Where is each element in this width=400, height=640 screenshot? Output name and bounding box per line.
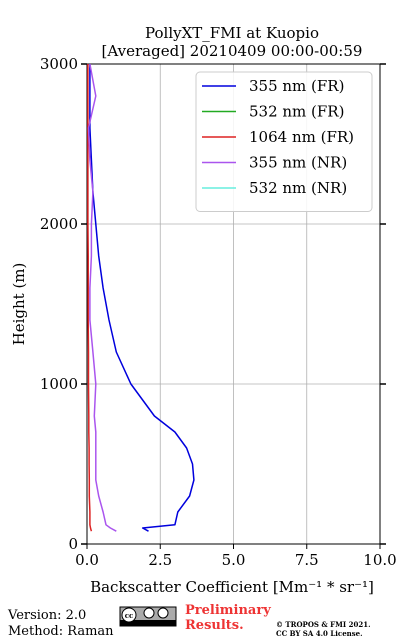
results: Results.: [185, 618, 244, 633]
chart-title: PollyXT_FMI at Kuopio: [145, 24, 319, 42]
svg-text:cc: cc: [125, 611, 134, 620]
y-tick-label: 1000: [40, 375, 78, 393]
x-tick-label: 5.0: [222, 551, 246, 569]
profile-line: [87, 63, 117, 532]
x-tick-label: 10.0: [363, 551, 396, 569]
method: Method: Raman: [8, 624, 114, 639]
preliminary: Preliminary: [185, 603, 271, 618]
y-axis-label: Height (m): [10, 263, 28, 346]
license: CC BY SA 4.0 License.: [276, 629, 363, 638]
legend-label: 355 nm (FR): [249, 77, 344, 95]
legend-label: 355 nm (NR): [249, 154, 347, 172]
legend-label: 1064 nm (FR): [249, 128, 354, 146]
profile-line: [89, 64, 195, 532]
chart-subtitle: [Averaged] 20210409 00:00-00:59: [102, 42, 363, 60]
legend-label: 532 nm (NR): [249, 179, 347, 197]
legend-box: [195, 71, 373, 212]
copyright: © TROPOS & FMI 2021.: [276, 620, 371, 629]
x-tick-label: 0.0: [75, 551, 99, 569]
cc-logo: cc: [119, 606, 177, 627]
y-tick-label: 2000: [40, 215, 78, 233]
profile-line: [87, 64, 93, 532]
y-tick-label: 3000: [40, 55, 78, 73]
y-tick-label: 0: [68, 535, 78, 553]
legend-label: 532 nm (FR): [249, 103, 344, 121]
plot-frame: [86, 63, 381, 545]
x-axis-label: Backscatter Coefficient [Mm⁻¹ * sr⁻¹]: [90, 578, 374, 596]
version: Version: 2.0: [7, 608, 86, 623]
x-tick-label: 7.5: [295, 551, 319, 569]
x-tick-label: 2.5: [148, 551, 172, 569]
